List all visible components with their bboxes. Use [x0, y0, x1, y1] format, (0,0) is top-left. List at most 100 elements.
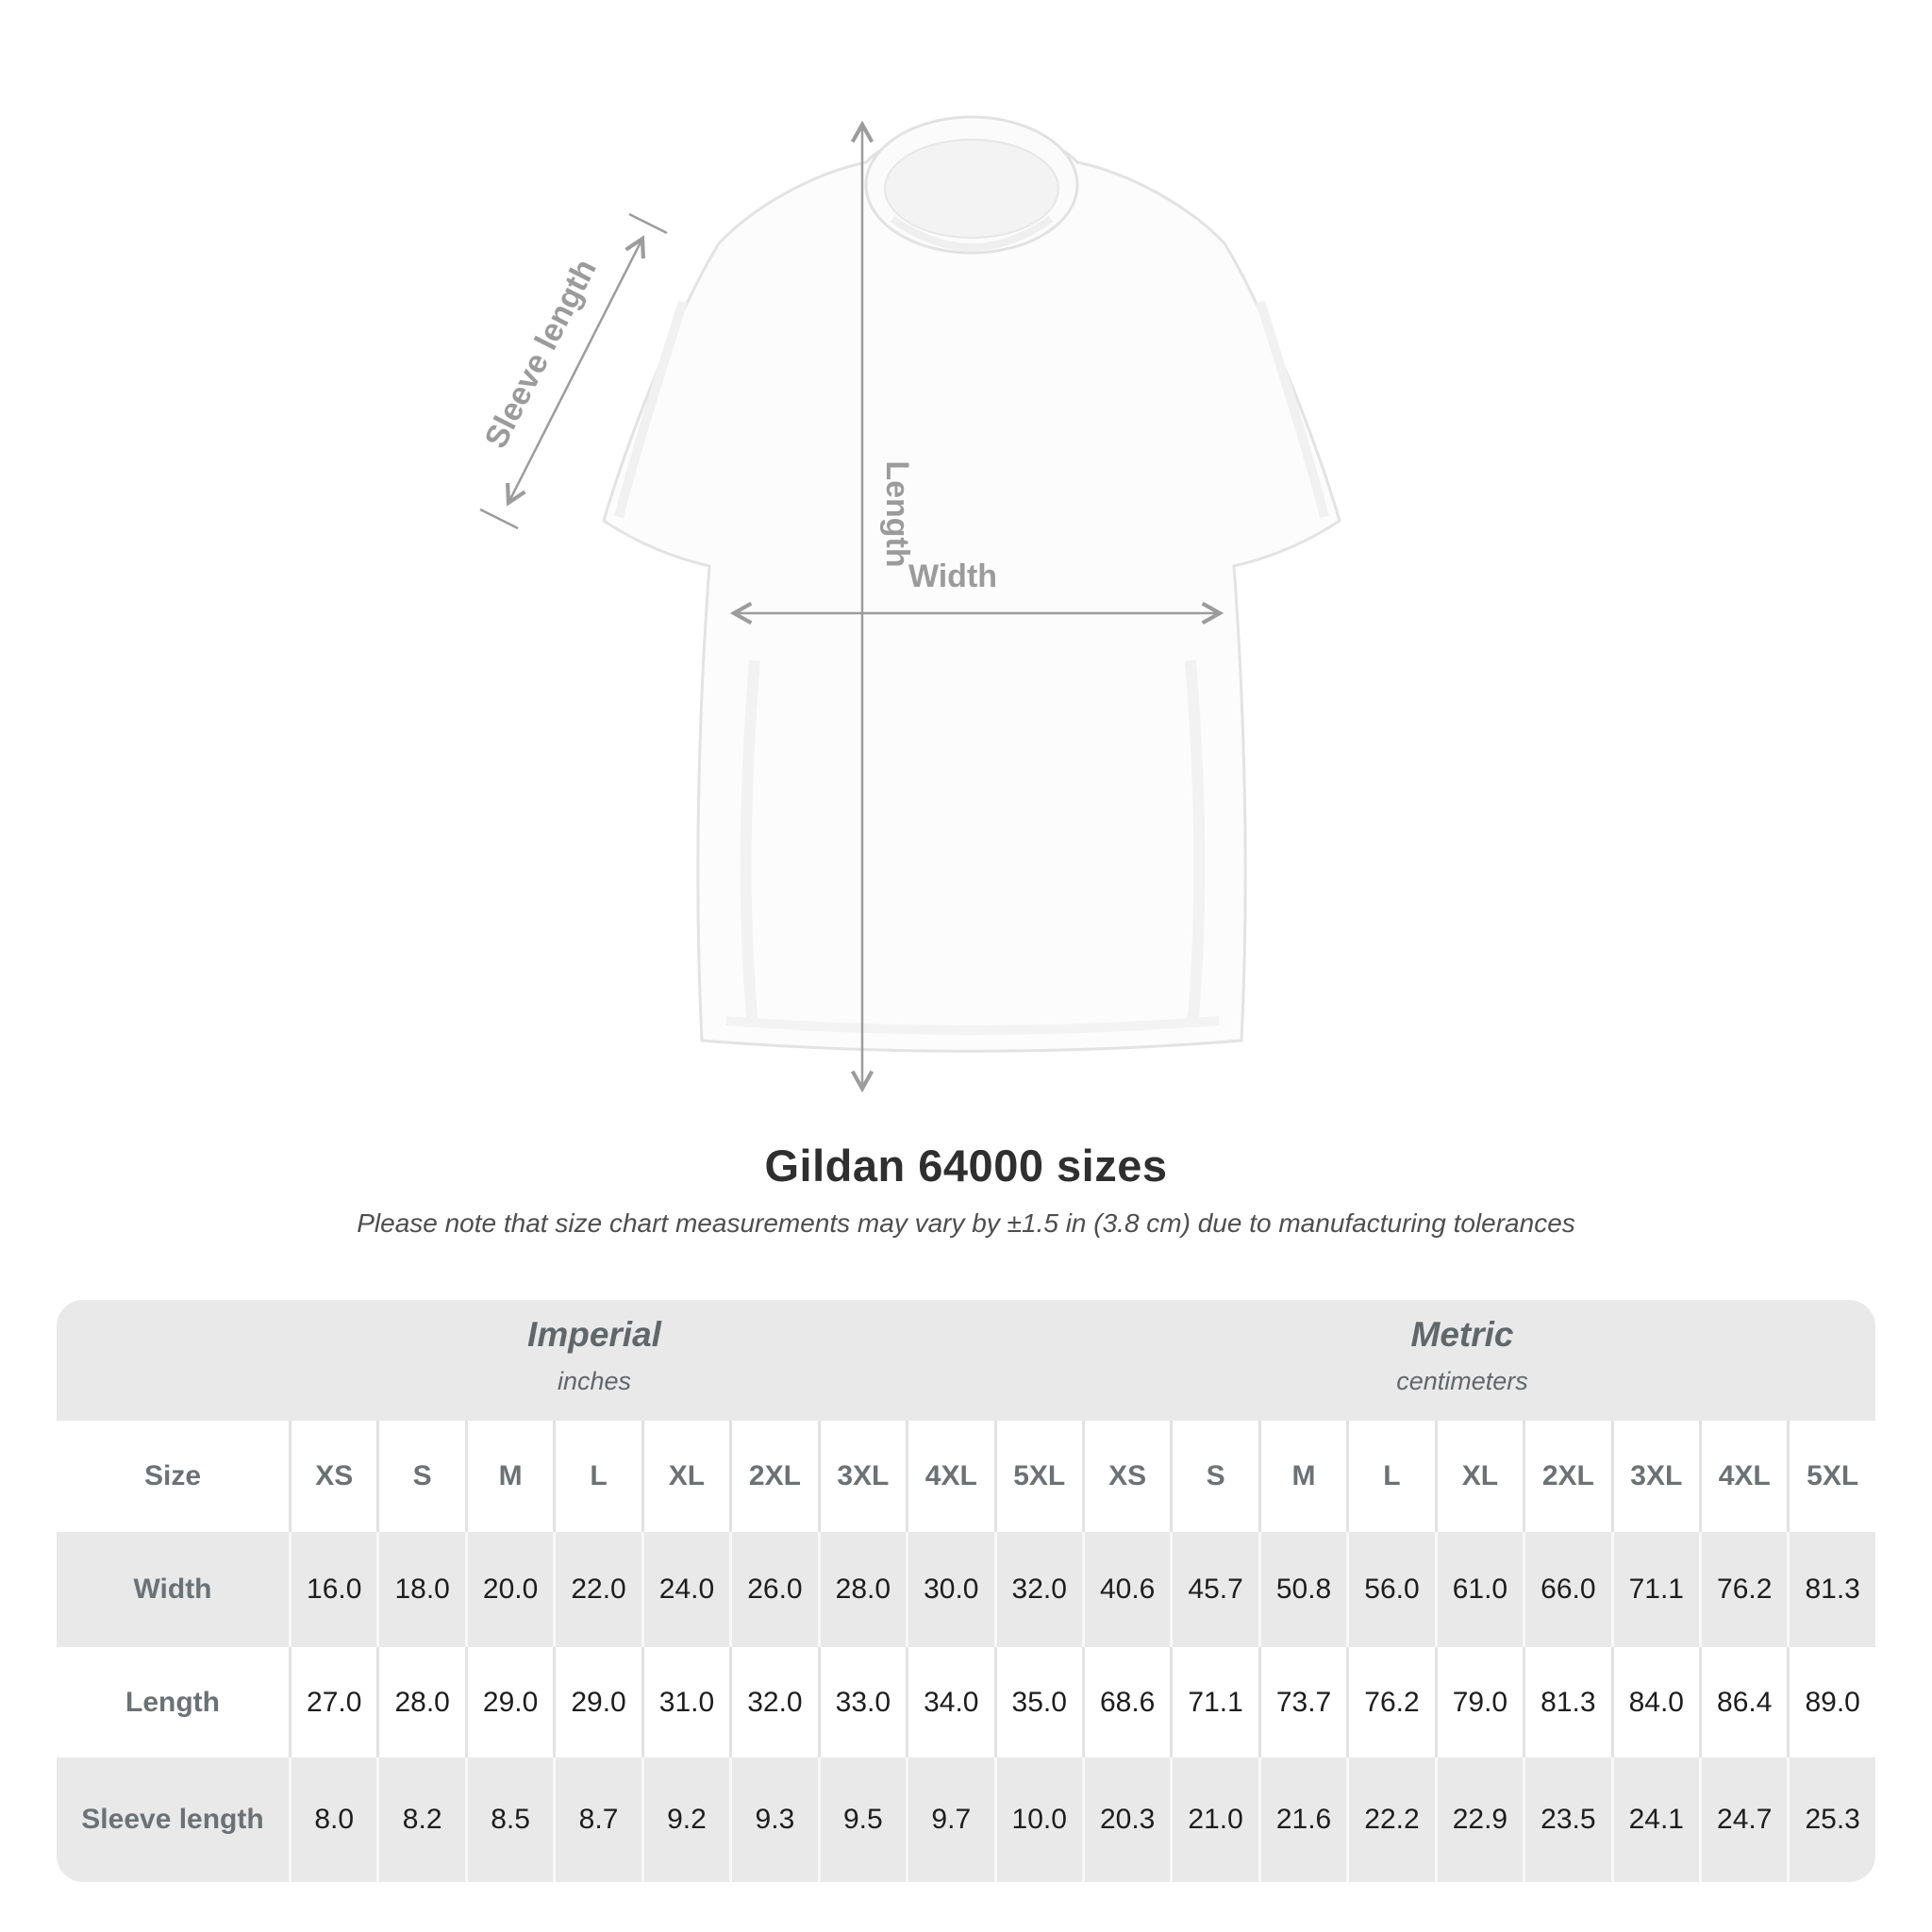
- size-value-metric: 20.3: [1081, 1757, 1170, 1882]
- row-label: Width: [133, 1574, 212, 1605]
- row-label: Sleeve length: [81, 1804, 264, 1835]
- size-column-header-metric: 2XL: [1523, 1421, 1610, 1532]
- size-value-imperial: 9.7: [906, 1757, 993, 1882]
- size-column-header-metric: L: [1346, 1421, 1434, 1532]
- imperial-group-header: Imperial inches: [527, 1300, 661, 1396]
- sleeve-end-tick-top: [628, 212, 668, 235]
- size-value-metric: 76.2: [1346, 1647, 1434, 1757]
- body-crease-left: [740, 659, 760, 1027]
- size-value-metric: 50.8: [1257, 1532, 1346, 1647]
- size-column-header-imperial: L: [553, 1421, 641, 1532]
- size-value-metric: 68.6: [1081, 1647, 1170, 1757]
- size-value-imperial: 30.0: [906, 1532, 993, 1647]
- size-value-imperial: 26.0: [729, 1532, 817, 1647]
- size-value-imperial: 9.5: [817, 1757, 906, 1882]
- size-value-metric: 22.9: [1434, 1757, 1523, 1882]
- row-label: Length: [125, 1686, 220, 1718]
- size-value-metric: 24.1: [1610, 1757, 1699, 1882]
- size-column-header-imperial: 5XL: [993, 1421, 1082, 1532]
- size-value-metric: 76.2: [1699, 1532, 1787, 1647]
- width-label: Width: [908, 558, 997, 594]
- size-value-imperial: 32.0: [729, 1647, 817, 1757]
- size-value-metric: 79.0: [1434, 1647, 1523, 1757]
- size-column-header-metric: 4XL: [1699, 1421, 1787, 1532]
- size-column-header-metric: XL: [1434, 1421, 1523, 1532]
- size-value-metric: 61.0: [1434, 1532, 1523, 1647]
- measurement-row: Sleeve length 8.0 8.2 8.5 8.7 9.2 9.3 9.5 9.7 10.…: [57, 1757, 1875, 1882]
- size-value-imperial: 34.0: [906, 1647, 993, 1757]
- size-value-imperial: 33.0: [817, 1647, 906, 1757]
- size-value-imperial: 22.0: [553, 1532, 641, 1647]
- size-value-imperial: 8.7: [553, 1757, 641, 1882]
- size-value-imperial: 35.0: [993, 1647, 1082, 1757]
- size-header-cell: Size: [143, 1460, 202, 1491]
- page-title: Gildan 64000 sizes: [764, 1141, 1168, 1191]
- size-table: Imperial inches Metric centimeters Size X…: [57, 1300, 1875, 1882]
- size-header-row: Size XS S M L XL 2XL 3XL 4XL 5XL XS S M L XL 2XL 3XL 4XL 5…: [57, 1421, 1875, 1532]
- metric-group-unit: centimeters: [1396, 1367, 1528, 1395]
- size-column-header-imperial: S: [376, 1421, 464, 1532]
- size-column-header-imperial: XL: [641, 1421, 729, 1532]
- size-value-imperial: 18.0: [376, 1532, 464, 1647]
- size-value-metric: 23.5: [1523, 1757, 1610, 1882]
- size-value-metric: 45.7: [1170, 1532, 1257, 1647]
- size-value-metric: 25.3: [1787, 1757, 1874, 1882]
- size-value-metric: 40.6: [1081, 1532, 1170, 1647]
- table-header-band: Imperial inches Metric centimeters: [57, 1300, 1875, 1421]
- metric-group-title: Metric: [1410, 1315, 1514, 1354]
- size-value-imperial: 10.0: [993, 1757, 1082, 1882]
- body-crease-right: [1185, 659, 1206, 1027]
- size-value-imperial: 27.0: [289, 1647, 376, 1757]
- size-value-imperial: 8.5: [464, 1757, 553, 1882]
- size-value-imperial: 8.2: [376, 1757, 464, 1882]
- sleeve-shadow-right: [1256, 300, 1329, 519]
- sleeve-end-tick-bottom: [479, 508, 519, 530]
- size-value-imperial: 9.2: [641, 1757, 729, 1882]
- size-value-metric: 71.1: [1170, 1647, 1257, 1757]
- size-column-header-metric: XS: [1081, 1421, 1170, 1532]
- size-column-header-metric: M: [1257, 1421, 1346, 1532]
- size-value-imperial: 20.0: [464, 1532, 553, 1647]
- measurement-row: Width 16.0 18.0 20.0 22.0 24.0 26.0 28.0 30.0 32.…: [57, 1532, 1875, 1647]
- size-value-imperial: 28.0: [376, 1647, 464, 1757]
- imperial-group-unit: inches: [557, 1367, 632, 1395]
- size-column-header-imperial: M: [464, 1421, 553, 1532]
- page-subtitle: Please note that size chart measurements…: [357, 1208, 1575, 1238]
- collar-seam: [890, 215, 1054, 251]
- size-value-imperial: 9.3: [729, 1757, 817, 1882]
- size-column-header-imperial: 4XL: [906, 1421, 993, 1532]
- collar-opening: [884, 139, 1059, 239]
- size-value-imperial: 24.0: [641, 1532, 729, 1647]
- size-column-header-metric: S: [1170, 1421, 1257, 1532]
- imperial-group-title: Imperial: [527, 1315, 661, 1354]
- title-block: Gildan 64000 sizes Please note that size…: [0, 1140, 1932, 1239]
- length-label: Length: [879, 460, 915, 567]
- size-value-metric: 73.7: [1257, 1647, 1346, 1757]
- hem-shadow: [725, 1016, 1220, 1035]
- size-value-imperial: 28.0: [817, 1532, 906, 1647]
- size-value-metric: 86.4: [1699, 1647, 1787, 1757]
- size-value-imperial: 29.0: [553, 1647, 641, 1757]
- size-column-header-metric: 3XL: [1610, 1421, 1699, 1532]
- size-value-metric: 71.1: [1610, 1532, 1699, 1647]
- size-value-metric: 21.0: [1170, 1757, 1257, 1882]
- size-column-header-imperial: 3XL: [817, 1421, 906, 1532]
- size-value-metric: 21.6: [1257, 1757, 1346, 1882]
- size-value-imperial: 8.0: [289, 1757, 376, 1882]
- size-value-metric: 81.3: [1523, 1647, 1610, 1757]
- size-value-metric: 84.0: [1610, 1647, 1699, 1757]
- size-column-header-metric: 5XL: [1787, 1421, 1874, 1532]
- size-column-header-imperial: XS: [289, 1421, 376, 1532]
- size-column-header-imperial: 2XL: [729, 1421, 817, 1532]
- size-value-imperial: 16.0: [289, 1532, 376, 1647]
- size-grid: Size XS S M L XL 2XL 3XL 4XL 5XL XS S M L XL 2XL 3XL 4XL 5…: [57, 1421, 1875, 1882]
- size-value-metric: 89.0: [1787, 1647, 1874, 1757]
- metric-group-header: Metric centimeters: [1396, 1300, 1528, 1396]
- size-value-imperial: 29.0: [464, 1647, 553, 1757]
- tshirt-size-diagram: Sleeve length Length Width: [478, 115, 1341, 1093]
- size-value-metric: 66.0: [1523, 1532, 1610, 1647]
- size-value-metric: 24.7: [1699, 1757, 1787, 1882]
- size-value-imperial: 32.0: [993, 1532, 1082, 1647]
- measurement-row: Length 27.0 28.0 29.0 29.0 31.0 32.0 33.0 34.0 35…: [57, 1647, 1875, 1757]
- size-value-metric: 56.0: [1346, 1532, 1434, 1647]
